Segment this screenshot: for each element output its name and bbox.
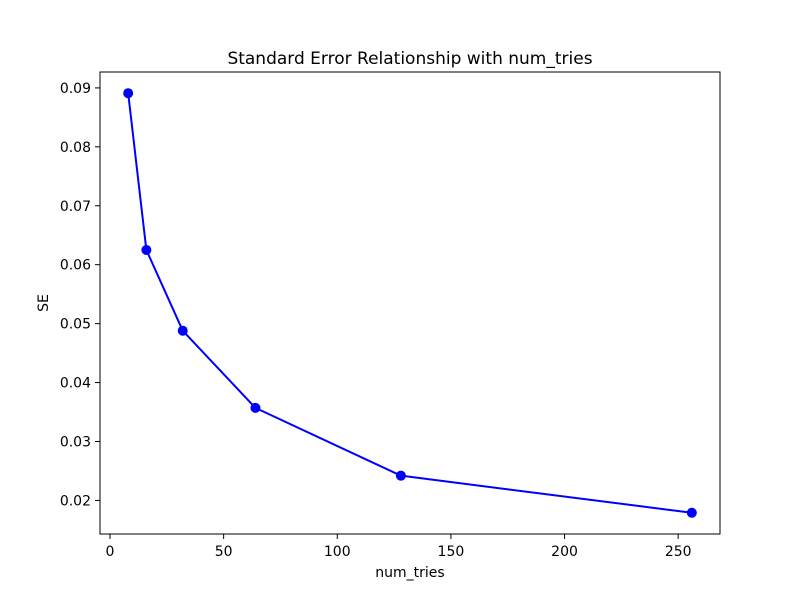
y-tick-label: 0.04 (60, 376, 91, 392)
x-tick-label: 250 (665, 544, 692, 560)
x-axis-label: num_tries (375, 565, 444, 581)
y-tick-label: 0.02 (60, 493, 91, 509)
chart-title: Standard Error Relationship with num_tri… (227, 49, 592, 69)
x-tick-label: 0 (106, 544, 115, 560)
data-point (686, 507, 697, 518)
plot-group: 0 50 100 150 200 250 0.02 0.03 0.04 0.05 0.06 0.07 0… (60, 71, 721, 560)
x-tick-label: 200 (551, 544, 578, 560)
x-tick-label: 50 (215, 544, 233, 560)
data-point (177, 325, 188, 336)
y-axis-label: SE (36, 294, 52, 312)
y-tick-label: 0.05 (60, 317, 91, 333)
axes-frame (99, 71, 721, 535)
y-tick-label: 0.08 (60, 140, 91, 156)
y-tick-label: 0.07 (60, 199, 91, 215)
x-tick-label: 150 (438, 544, 465, 560)
y-tick-label: 0.09 (60, 81, 91, 97)
x-tick-label: 100 (324, 544, 351, 560)
y-tick-label: 0.03 (60, 434, 91, 450)
data-point (250, 402, 261, 413)
y-tick-label: 0.06 (60, 258, 91, 274)
data-point (141, 244, 152, 255)
data-point (123, 88, 134, 99)
data-point (395, 470, 406, 481)
se-line (127, 92, 693, 514)
